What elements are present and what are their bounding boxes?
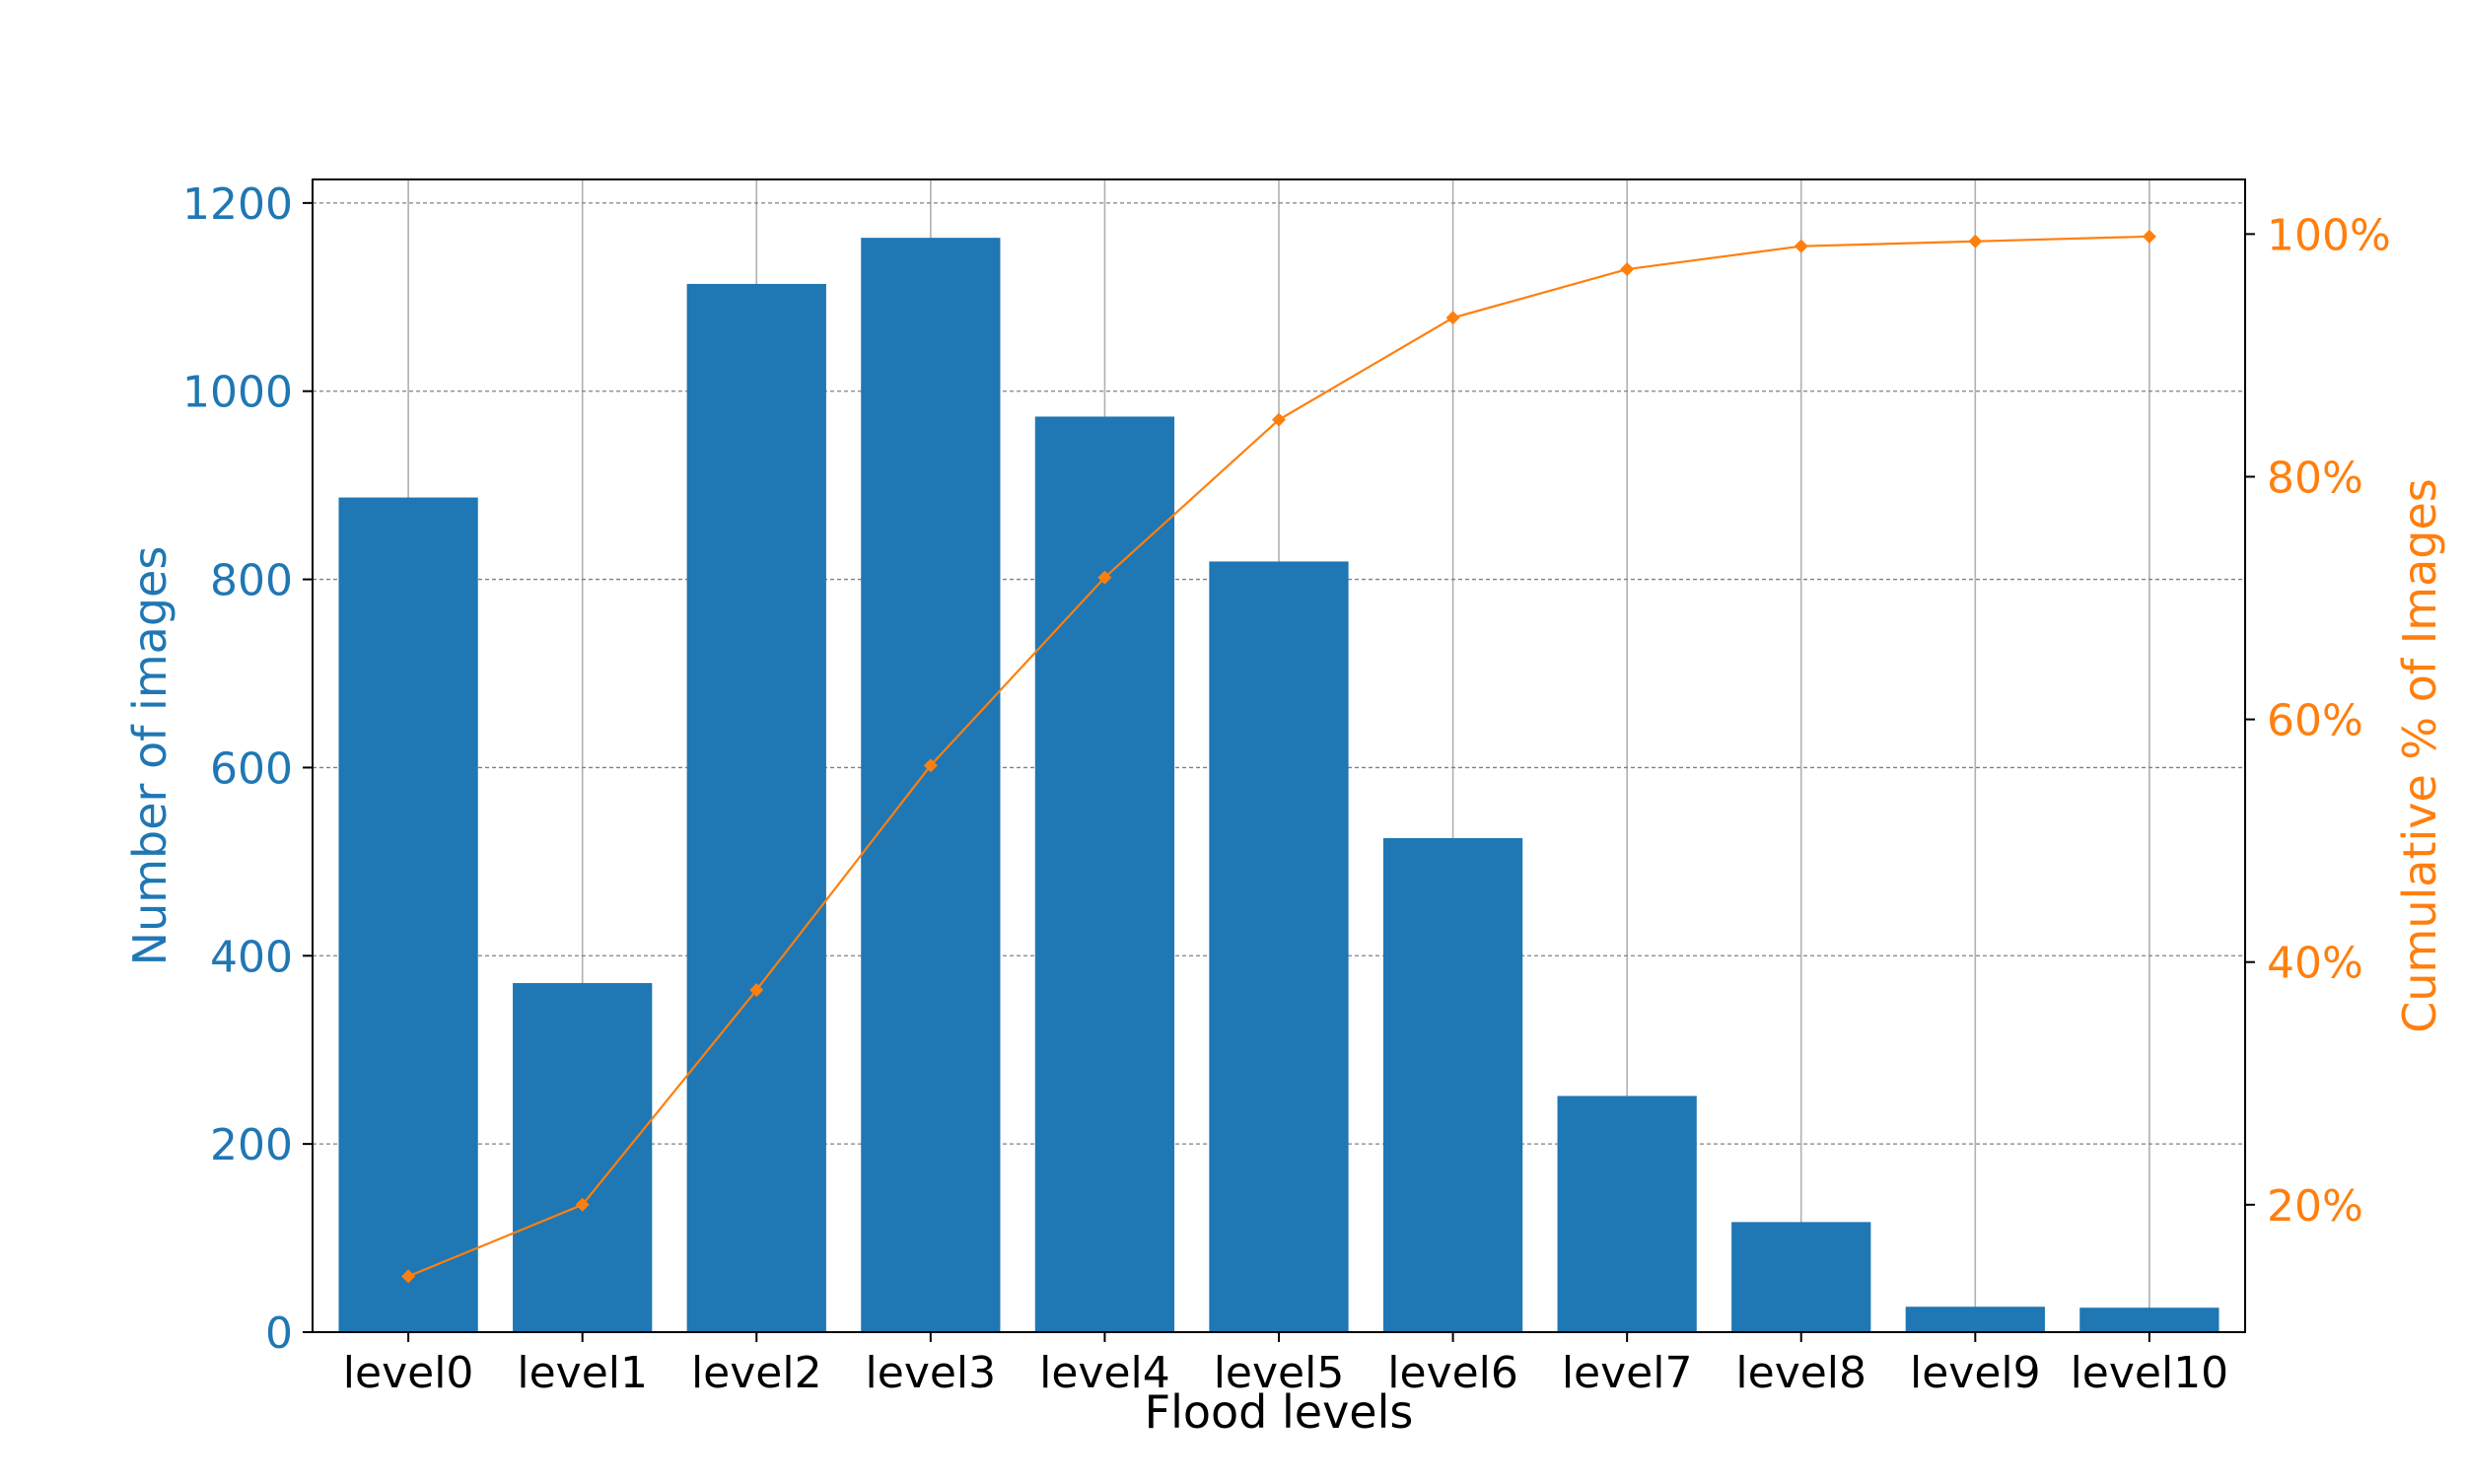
- bar: [338, 497, 478, 1332]
- cumulative-point: [1794, 239, 1808, 253]
- x-tick-label: level7: [1562, 1348, 1693, 1398]
- bar: [1034, 416, 1175, 1333]
- bar: [1209, 561, 1349, 1332]
- x-tick-label: level8: [1735, 1348, 1866, 1398]
- y-right-tick-label: 100%: [2267, 210, 2391, 260]
- bar: [513, 982, 653, 1332]
- y-tick-label: 1200: [182, 179, 293, 230]
- cumulative-point: [1445, 311, 1460, 325]
- x-axis-label: Flood levels: [1145, 1385, 1414, 1439]
- y-right-tick-label: 60%: [2267, 696, 2363, 746]
- x-tick-label: level5: [1214, 1348, 1345, 1398]
- y-tick-label: 1000: [182, 368, 293, 418]
- y-right-tick-label: 40%: [2267, 939, 2363, 989]
- cumulative-point: [1272, 412, 1286, 427]
- y-right-tick-label: 20%: [2267, 1181, 2363, 1232]
- y-axis-label: Number of images: [123, 546, 176, 966]
- cumulative-point: [1620, 262, 1635, 277]
- x-tick-label: level6: [1387, 1348, 1518, 1398]
- y-tick-label: 400: [210, 932, 293, 982]
- bars-layer: [338, 238, 2219, 1333]
- axes-layer: 0 200 400 600 800 1000 1200 20% 40% 60% 80% 100% lev…: [182, 179, 2391, 1398]
- cumulative-point: [401, 1269, 416, 1284]
- cumulative-point: [923, 758, 938, 773]
- x-tick-label: level3: [866, 1348, 997, 1398]
- x-tick-label: level1: [517, 1348, 648, 1398]
- bar: [1905, 1307, 2045, 1332]
- cumulative-point: [1968, 234, 1983, 248]
- bar: [861, 238, 1001, 1332]
- y-tick-label: 200: [210, 1120, 293, 1170]
- cumulative-line-layer: [401, 229, 2156, 1284]
- x-tick-label: level0: [343, 1348, 474, 1398]
- y-tick-label: 800: [210, 556, 293, 606]
- cumulative-point: [2142, 229, 2156, 244]
- cumulative-point: [1097, 570, 1112, 585]
- x-tick-label: level9: [1910, 1348, 2041, 1398]
- bar: [1382, 838, 1523, 1332]
- y-tick-label: 0: [265, 1308, 293, 1359]
- x-tick-label: level2: [691, 1348, 822, 1398]
- bar: [686, 283, 826, 1332]
- bar: [2079, 1307, 2219, 1332]
- y-right-tick-label: 80%: [2267, 453, 2363, 503]
- bar: [1557, 1095, 1697, 1332]
- x-tick-label: level10: [2071, 1348, 2229, 1398]
- x-tick-label: level4: [1039, 1348, 1170, 1398]
- y-tick-label: 600: [210, 743, 293, 794]
- bar: [1731, 1222, 1871, 1332]
- y-axis-right-label: Cumulative % of Images: [2393, 478, 2446, 1033]
- cumulative-point: [575, 1197, 590, 1212]
- cumulative-point: [749, 982, 764, 997]
